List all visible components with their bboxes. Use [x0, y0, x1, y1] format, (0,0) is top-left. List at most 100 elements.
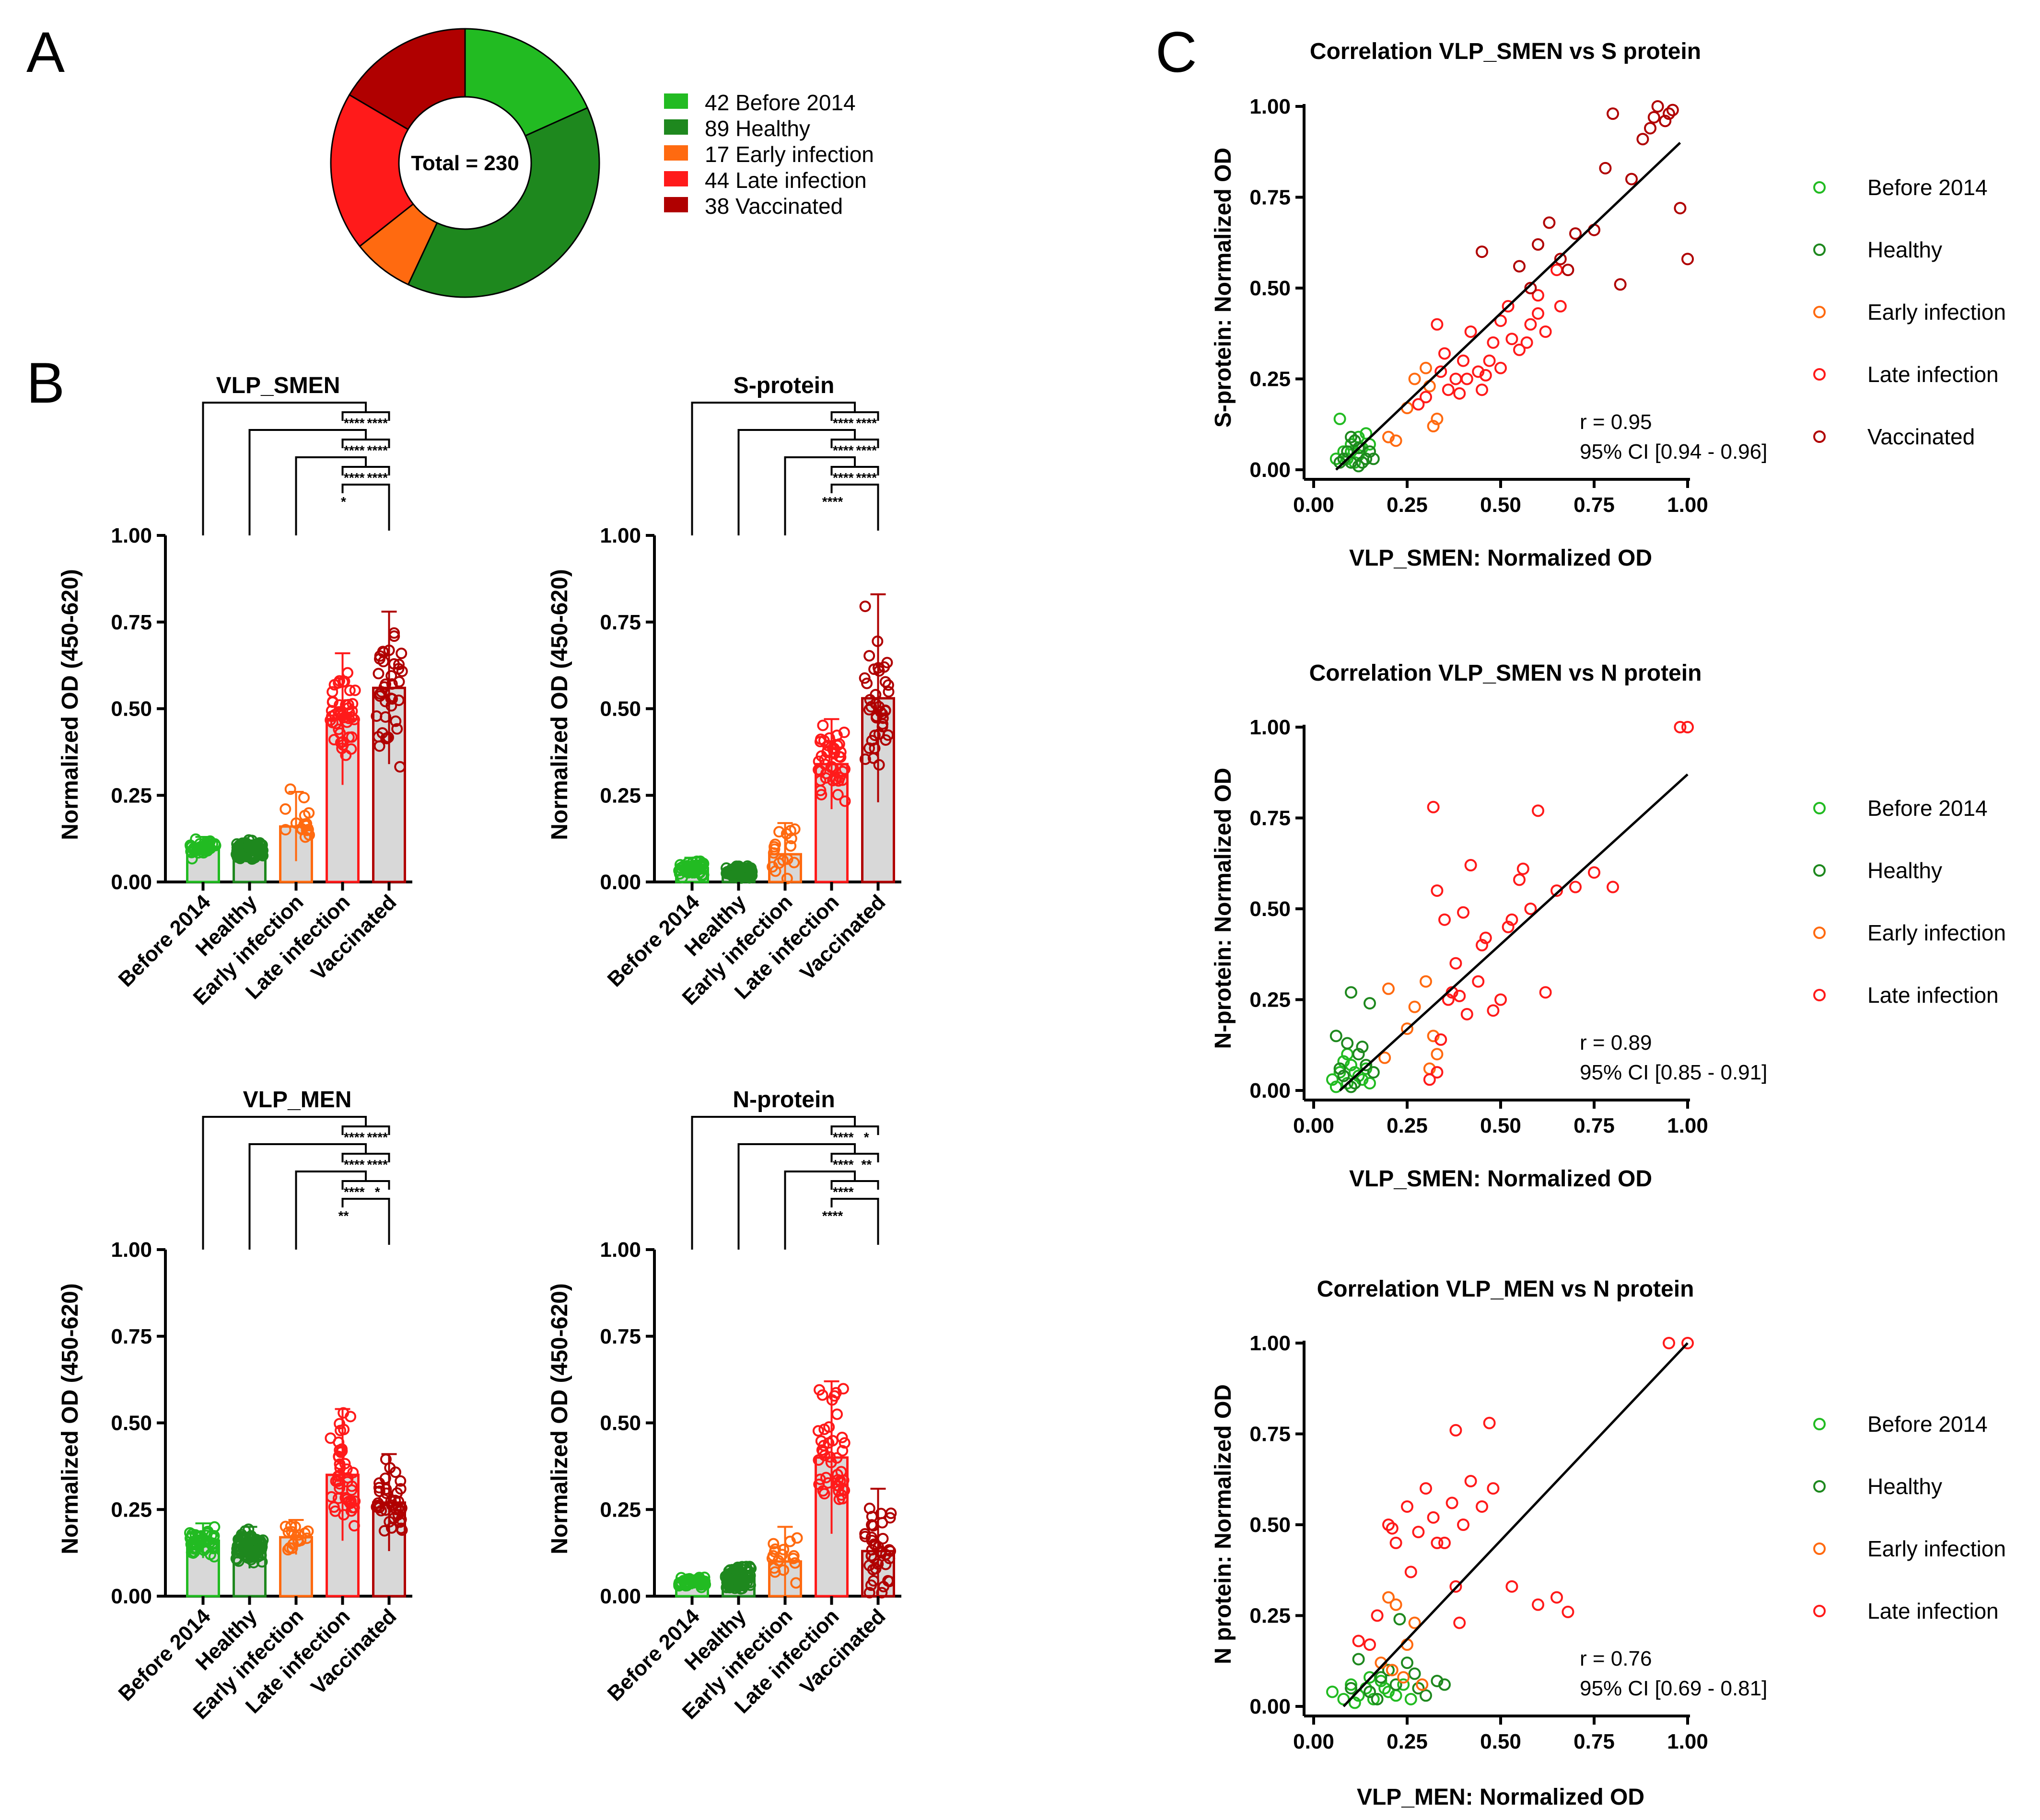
legend-item-label: 89 Healthy [705, 116, 810, 141]
data-point [255, 1536, 267, 1548]
legend-swatch [664, 171, 688, 186]
legend-marker [1813, 1605, 1826, 1617]
data-point [237, 845, 249, 857]
data-point [1352, 441, 1365, 454]
legend-item-label: 44 Late infection [705, 168, 867, 193]
data-point [1341, 1037, 1354, 1050]
y-tick-label: 0.00 [600, 870, 641, 894]
data-point [1449, 957, 1462, 970]
y-tick-label: 0.25 [600, 1498, 641, 1521]
data-point [1356, 441, 1369, 454]
data-point [373, 1477, 385, 1489]
data-point [1431, 1674, 1444, 1687]
data-point [1681, 1337, 1694, 1349]
legend-item-label: Early infection [1867, 920, 2006, 945]
significance-bracket [341, 1125, 390, 1135]
data-point [233, 846, 245, 858]
regression-line [1335, 141, 1681, 471]
data-point [865, 1550, 877, 1562]
data-point [392, 1509, 404, 1521]
data-point [1333, 1062, 1346, 1075]
data-point [1663, 1337, 1675, 1349]
data-point [837, 774, 849, 786]
data-point [816, 788, 828, 800]
bar-chart-vlp-men: VLP_MEN Normalized OD (450-620) 0.00 0.25… [58, 1087, 412, 1724]
data-point [1386, 1522, 1399, 1535]
data-point [1476, 1500, 1488, 1513]
legend-marker [1813, 1418, 1826, 1430]
data-point [882, 679, 894, 691]
data-point [1356, 1073, 1369, 1086]
data-point [1397, 1671, 1410, 1684]
data-point [343, 731, 355, 743]
y-tick-label: 1.00 [600, 524, 641, 547]
data-point [1345, 1058, 1357, 1071]
data-point [859, 672, 871, 684]
panel-label-b: B [26, 351, 65, 415]
data-point [882, 729, 894, 741]
data-point [1532, 804, 1544, 817]
r-value: r = 0.95 [1580, 410, 1652, 434]
data-point [1674, 202, 1687, 215]
data-point [1420, 391, 1432, 404]
y-tick-label: 0.25 [1249, 1604, 1291, 1628]
data-point [1464, 325, 1477, 338]
data-point [186, 853, 198, 865]
data-point [1375, 1674, 1387, 1687]
data-point [1348, 1696, 1361, 1709]
significance-bracket [691, 402, 856, 535]
y-tick-label: 1.00 [1249, 716, 1291, 739]
y-tick-label: 1.00 [111, 1238, 152, 1262]
data-point [280, 824, 291, 836]
data-point [1625, 173, 1638, 185]
data-point [789, 823, 801, 835]
data-point [391, 723, 403, 735]
data-point [395, 1522, 407, 1534]
data-point [1520, 336, 1533, 349]
data-point [1401, 1022, 1413, 1035]
data-point [1423, 1073, 1436, 1086]
donut-slices [330, 28, 600, 298]
data-point [1333, 1066, 1346, 1079]
data-point [1431, 884, 1444, 897]
y-tick-label: 0.50 [1249, 897, 1291, 921]
data-point [395, 1483, 407, 1495]
x-tick-label: 0.50 [1480, 1730, 1521, 1753]
data-point [832, 788, 844, 800]
legend-marker [1813, 1542, 1826, 1555]
chart-title: N-protein [733, 1087, 835, 1113]
data-point [1386, 1664, 1399, 1677]
legend-item-label: 42 Before 2014 [705, 90, 856, 115]
data-point [374, 688, 386, 700]
data-point [819, 754, 831, 765]
significance-bracket [830, 411, 879, 421]
significance-bracket [830, 1125, 879, 1135]
data-point [1382, 982, 1395, 995]
significance-label: * [864, 1130, 869, 1145]
significance-bracket [341, 439, 390, 448]
legend-marker [1813, 243, 1826, 256]
data-point [386, 678, 398, 690]
data-point [1674, 721, 1687, 733]
data-point [1360, 1058, 1373, 1071]
data-point [1333, 412, 1346, 425]
data-point [1457, 906, 1469, 919]
data-point [1513, 343, 1526, 356]
significance-bracket [341, 466, 390, 475]
data-point [863, 1587, 875, 1599]
data-point [1345, 430, 1357, 443]
chart-title: Correlation VLP_MEN vs N protein [1317, 1276, 1694, 1302]
data-point [371, 710, 383, 722]
data-point [301, 1532, 313, 1544]
y-axis-label: N-protein: Normalized OD [1211, 768, 1236, 1049]
legend-item-label: Late infection [1867, 983, 1999, 1008]
data-point [1607, 881, 1619, 893]
significance-label: **** [367, 470, 388, 485]
y-tick-label: 1.00 [1249, 95, 1291, 118]
donut-slice [407, 106, 600, 298]
data-point [326, 696, 338, 707]
legend-item-label: 38 Vaccinated [705, 194, 843, 219]
significance-label: **** [833, 1157, 854, 1172]
data-point [781, 872, 793, 884]
data-point [1666, 104, 1679, 116]
